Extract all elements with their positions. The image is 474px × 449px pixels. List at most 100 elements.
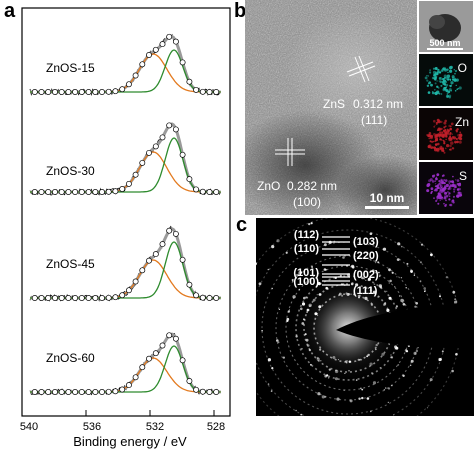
xps-data-point	[186, 78, 193, 85]
eds-dot-s	[455, 179, 457, 181]
eds-dot-o	[436, 80, 438, 82]
saed-spot	[430, 253, 433, 257]
eds-dot-zn	[443, 121, 447, 125]
panel-label-b: b	[234, 0, 247, 22]
eds-dot-o	[451, 77, 454, 79]
saed-spot	[276, 239, 280, 243]
eds-dot-s	[436, 174, 439, 177]
saed-spot	[419, 280, 422, 282]
eds-dot-s	[443, 185, 447, 188]
saed-spot	[321, 395, 325, 399]
eds-dot-zn	[452, 136, 454, 138]
xps-data-point	[139, 61, 146, 68]
saed-spot	[316, 294, 318, 296]
saed-spot	[400, 298, 404, 303]
saed-spot	[382, 247, 387, 251]
eds-dot-o	[450, 81, 454, 85]
saed-spot	[338, 292, 342, 296]
saed-spot	[413, 274, 416, 276]
xps-data-point	[58, 189, 65, 195]
eds-dot-o	[449, 69, 453, 73]
saed-spot	[388, 344, 390, 346]
saed-spot	[345, 292, 348, 295]
eds-dot-o	[446, 74, 451, 78]
saed-spot	[378, 275, 381, 277]
xps-data-point	[31, 189, 38, 195]
eds-dot-o	[449, 78, 452, 81]
eds-dot-o	[437, 68, 440, 71]
eds-dot-zn	[437, 142, 440, 146]
saed-spot	[366, 355, 368, 358]
eds-dot-o	[439, 80, 442, 84]
eds-dot-s	[438, 180, 441, 183]
xps-data-point	[45, 189, 52, 195]
eds-dot-s	[443, 182, 446, 185]
eds-dot-s	[459, 195, 461, 197]
eds-dot-o	[458, 86, 462, 90]
saed-spot	[355, 379, 358, 381]
saed-spot	[346, 360, 348, 362]
eds-dot-o	[429, 71, 432, 74]
saed-spot	[286, 319, 289, 322]
xps-data-point	[199, 188, 206, 195]
eds-dot-s	[458, 187, 461, 191]
saed-spot	[378, 271, 380, 274]
xps-data-point	[78, 295, 85, 301]
saed-spot	[369, 362, 373, 366]
saed-spot	[349, 399, 353, 403]
saed-spot	[387, 401, 389, 403]
saed-spot	[318, 293, 322, 296]
saed-spot	[324, 396, 327, 398]
saed-spot	[397, 242, 401, 246]
saed-spot	[390, 356, 394, 359]
eds-dot-o	[433, 74, 436, 77]
xps-data-point	[206, 189, 213, 195]
xps-data-point	[186, 378, 193, 384]
xps-data-point	[166, 122, 173, 129]
saed-spot	[343, 389, 345, 391]
eds-dot-s	[444, 179, 448, 182]
saed-spot	[375, 343, 378, 347]
xps-data-point	[152, 46, 159, 53]
eds-dot-o	[444, 68, 448, 72]
eds-dot-zn	[445, 135, 448, 138]
saed-spot	[372, 381, 377, 385]
saed-spot	[370, 259, 372, 261]
eds-dot-s	[436, 199, 438, 201]
eds-dot-zn	[460, 135, 463, 138]
saed-index-002: (002)	[353, 269, 379, 281]
saed-spot	[318, 305, 322, 309]
xps-sample-label-3: ZnOS-45	[46, 257, 95, 271]
xps-data-point	[199, 294, 206, 301]
xps-data-point	[99, 389, 105, 395]
xps-data-point	[146, 149, 152, 156]
eds-dot-s	[434, 185, 437, 188]
eds-dot-s	[453, 191, 455, 193]
eds-dot-s	[449, 204, 451, 206]
xps-data-point	[72, 189, 79, 195]
saed-spot	[409, 364, 412, 367]
xps-data-point	[193, 386, 200, 393]
eds-dot-zn	[459, 131, 462, 134]
eds-dot-s	[431, 190, 433, 193]
saed-spot	[305, 338, 309, 342]
saed-spot	[324, 374, 327, 378]
eds-dot-s	[435, 178, 437, 180]
saed-spot	[360, 358, 363, 361]
xps-data-point	[206, 89, 213, 95]
scale-bar-main	[365, 206, 409, 209]
eds-dot-o	[447, 78, 450, 81]
zno-label: ZnO	[257, 179, 280, 193]
saed-spot	[350, 265, 352, 268]
eds-label-s: S	[459, 169, 467, 183]
eds-dot-s	[439, 188, 443, 192]
xps-data-point	[92, 89, 99, 95]
scale-bar-inset	[427, 48, 463, 50]
saed-spot	[351, 266, 355, 269]
saed-spot	[454, 300, 458, 304]
saed-spot	[282, 356, 285, 359]
saed-spot	[351, 282, 354, 285]
eds-dot-s	[434, 180, 436, 182]
xps-data-point	[65, 89, 72, 95]
saed-spot	[398, 295, 401, 297]
